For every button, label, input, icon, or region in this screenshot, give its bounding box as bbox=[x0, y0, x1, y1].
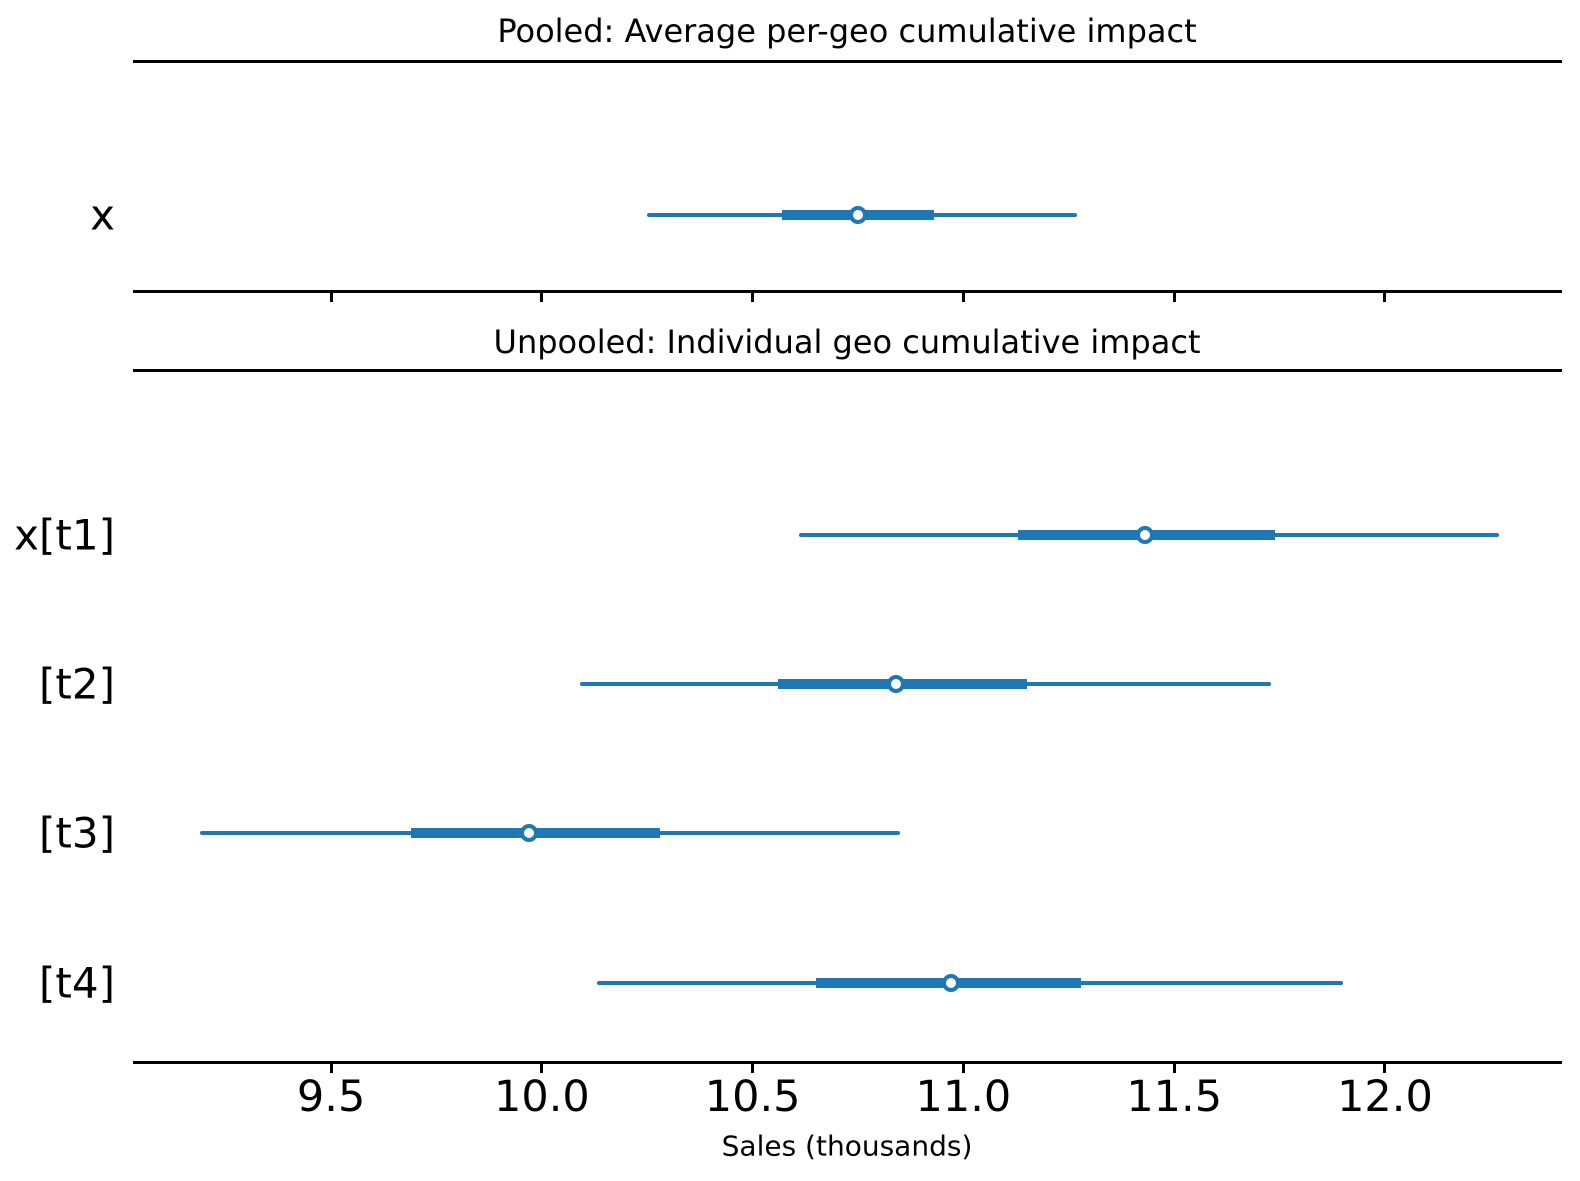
row-label: [t3] bbox=[39, 808, 115, 858]
x-tick bbox=[751, 1063, 755, 1073]
point-estimate-marker bbox=[849, 206, 868, 224]
row-label: x bbox=[90, 190, 115, 240]
x-tick bbox=[540, 1063, 544, 1073]
x-tick bbox=[1383, 292, 1387, 302]
x-tick bbox=[540, 292, 544, 302]
x-tick-label: 9.5 bbox=[296, 1072, 366, 1122]
bottom-axis-line bbox=[133, 1061, 1562, 1064]
x-tick bbox=[751, 292, 755, 302]
x-axis-label: Sales (thousands) bbox=[721, 1129, 973, 1163]
pooled-panel-title: Pooled: Average per-geo cumulative impac… bbox=[497, 12, 1197, 50]
x-tick bbox=[1383, 1063, 1387, 1073]
x-tick-label: 11.0 bbox=[915, 1072, 1012, 1122]
x-tick bbox=[961, 292, 965, 302]
unpooled-panel-top-spine bbox=[133, 369, 1562, 372]
x-tick bbox=[1172, 1063, 1176, 1073]
point-estimate-marker bbox=[520, 824, 539, 842]
x-tick-label: 12.0 bbox=[1337, 1072, 1433, 1122]
x-tick bbox=[329, 292, 333, 302]
row-label: [t4] bbox=[39, 958, 115, 1008]
x-tick bbox=[329, 1063, 333, 1073]
row-label: x[t1] bbox=[14, 510, 115, 560]
x-tick-label: 10.0 bbox=[494, 1072, 590, 1122]
pooled-panel-top-spine bbox=[133, 60, 1562, 63]
x-tick-label: 11.5 bbox=[1126, 1072, 1223, 1122]
point-estimate-marker bbox=[886, 675, 905, 693]
x-tick bbox=[1172, 292, 1176, 302]
pooled-panel-axis-line bbox=[133, 290, 1562, 293]
point-estimate-marker bbox=[941, 974, 960, 992]
point-estimate-marker bbox=[1135, 526, 1154, 544]
x-tick bbox=[961, 1063, 965, 1073]
row-label: [t2] bbox=[39, 659, 115, 709]
x-tick-label: 10.5 bbox=[704, 1072, 801, 1122]
unpooled-panel-title: Unpooled: Individual geo cumulative impa… bbox=[493, 323, 1201, 361]
